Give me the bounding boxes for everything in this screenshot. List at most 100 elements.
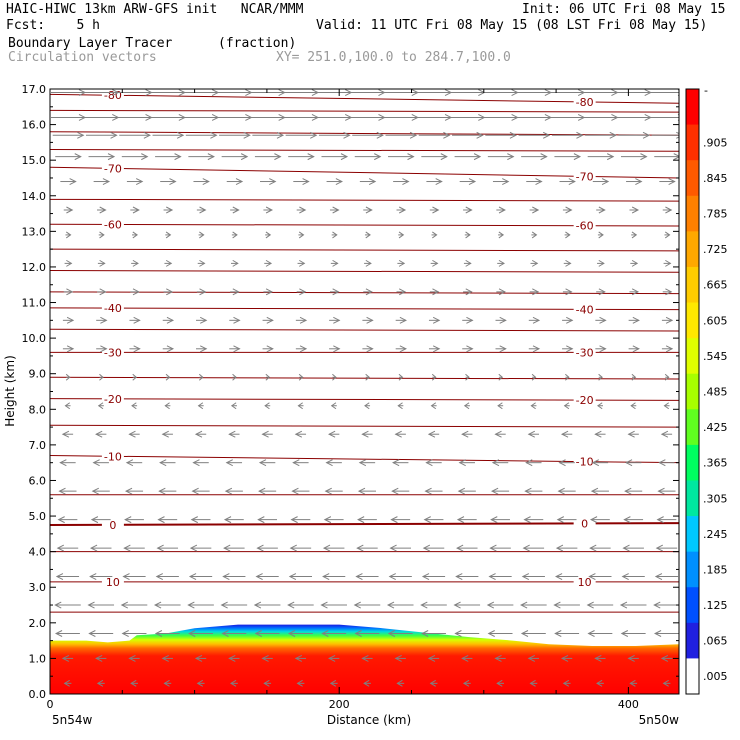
colorbar-swatch: [686, 409, 699, 446]
wind-vector: [97, 259, 106, 267]
wind-vector: [456, 516, 477, 524]
wind-vector: [529, 288, 540, 296]
wind-vector: [454, 630, 480, 637]
wind-vector: [287, 601, 314, 609]
y-tick-label: 16.0: [22, 119, 47, 132]
wind-vector: [354, 153, 382, 161]
wind-vector: [155, 573, 179, 581]
wind-vector: [553, 601, 580, 609]
wind-vector: [521, 153, 548, 161]
wind-vector: [630, 259, 639, 267]
wind-vector: [387, 630, 413, 637]
valid-time: Valid: 11 UTC Fri 08 May 15 (08 LST Fri …: [316, 18, 708, 33]
temperature-contour: [50, 376, 679, 380]
wind-vector: [590, 487, 609, 495]
wind-vector: [126, 178, 144, 185]
wind-vector: [198, 231, 205, 239]
wind-vector: [185, 131, 218, 139]
wind-vector: [624, 487, 643, 495]
wind-vector: [394, 430, 406, 438]
wind-vector: [391, 487, 410, 495]
wind-vector: [529, 206, 540, 214]
wind-vector: [295, 316, 308, 324]
wind-vector: [629, 206, 640, 214]
wind-vector: [158, 487, 177, 495]
wind-vector: [192, 459, 209, 467]
wind-vector: [662, 206, 673, 214]
wind-vector: [261, 430, 273, 438]
wind-vector: [56, 544, 79, 552]
forecast-hour: Fcst: 5 h: [6, 18, 100, 33]
wind-vector: [98, 231, 105, 239]
wind-vector: [463, 288, 473, 296]
x-tick-label: 200: [329, 698, 350, 711]
wind-vector: [285, 131, 318, 139]
wind-vector: [361, 430, 373, 438]
contour-label: -40: [104, 302, 122, 315]
wind-vector: [655, 544, 678, 552]
colorbar-swatch: [686, 195, 699, 232]
temperature-contour: [50, 131, 679, 136]
overlay-name: Circulation vectors: [8, 50, 157, 65]
colorbar-label: .905: [703, 136, 728, 149]
wind-vector: [96, 345, 108, 353]
x-tick-label: 0: [47, 698, 54, 711]
wind-vector: [331, 231, 338, 239]
wind-vector: [157, 516, 178, 524]
wind-vector: [130, 206, 140, 214]
wind-vector: [564, 231, 571, 239]
wind-vector: [163, 288, 174, 296]
wind-vector: [589, 544, 611, 552]
wind-vector: [462, 316, 474, 324]
wind-vector: [596, 206, 606, 214]
y-tick-label: 17.0: [22, 83, 47, 96]
wind-vector: [496, 679, 505, 687]
wind-vector: [283, 114, 320, 121]
wind-vector: [518, 131, 551, 139]
wind-vector: [58, 487, 77, 495]
wind-vector: [654, 153, 679, 161]
plot-title: HAIC-HIWC 13km ARW-GFS init NCAR/MMM: [6, 2, 304, 17]
wind-vector: [663, 402, 670, 410]
contour-label-bg: [101, 575, 124, 588]
wind-vector: [131, 402, 138, 410]
wind-vector: [560, 430, 573, 438]
wind-vector: [96, 316, 108, 324]
wind-vector: [386, 601, 414, 609]
temperature-contour: [50, 109, 679, 113]
contour-label-bg: [573, 303, 596, 316]
wind-vector: [160, 178, 177, 185]
wind-vector: [256, 544, 278, 552]
wind-vector: [363, 206, 373, 214]
wind-vector: [661, 316, 674, 324]
wind-vector: [194, 654, 207, 662]
wind-vector: [293, 178, 310, 185]
wind-vector: [529, 679, 538, 687]
wind-vector: [358, 459, 376, 467]
wind-vector: [659, 178, 676, 185]
wind-vector: [487, 630, 513, 637]
wind-vector: [196, 288, 207, 296]
y-tick-label: 3.0: [29, 581, 47, 594]
wind-vector: [65, 231, 72, 239]
contour-label-bg: [573, 219, 596, 232]
wind-vector: [220, 601, 248, 609]
wind-vector: [483, 114, 519, 121]
wind-vector: [428, 345, 441, 353]
wind-vector: [124, 487, 144, 495]
contour-label-bg: [101, 518, 124, 531]
wind-vector: [288, 153, 315, 161]
y-tick-label: 10.0: [22, 332, 47, 345]
wind-vector: [51, 114, 87, 121]
wind-vector: [294, 430, 307, 438]
wind-vector: [495, 345, 507, 353]
wind-vector: [620, 153, 648, 161]
contour-label: 0: [109, 519, 116, 532]
wind-vector: [62, 345, 75, 353]
wind-vector: [350, 114, 386, 121]
right-endpoint: 5n50w: [639, 713, 680, 727]
wind-vector: [523, 516, 544, 524]
wind-vector: [152, 131, 185, 139]
wind-vector: [424, 487, 443, 495]
